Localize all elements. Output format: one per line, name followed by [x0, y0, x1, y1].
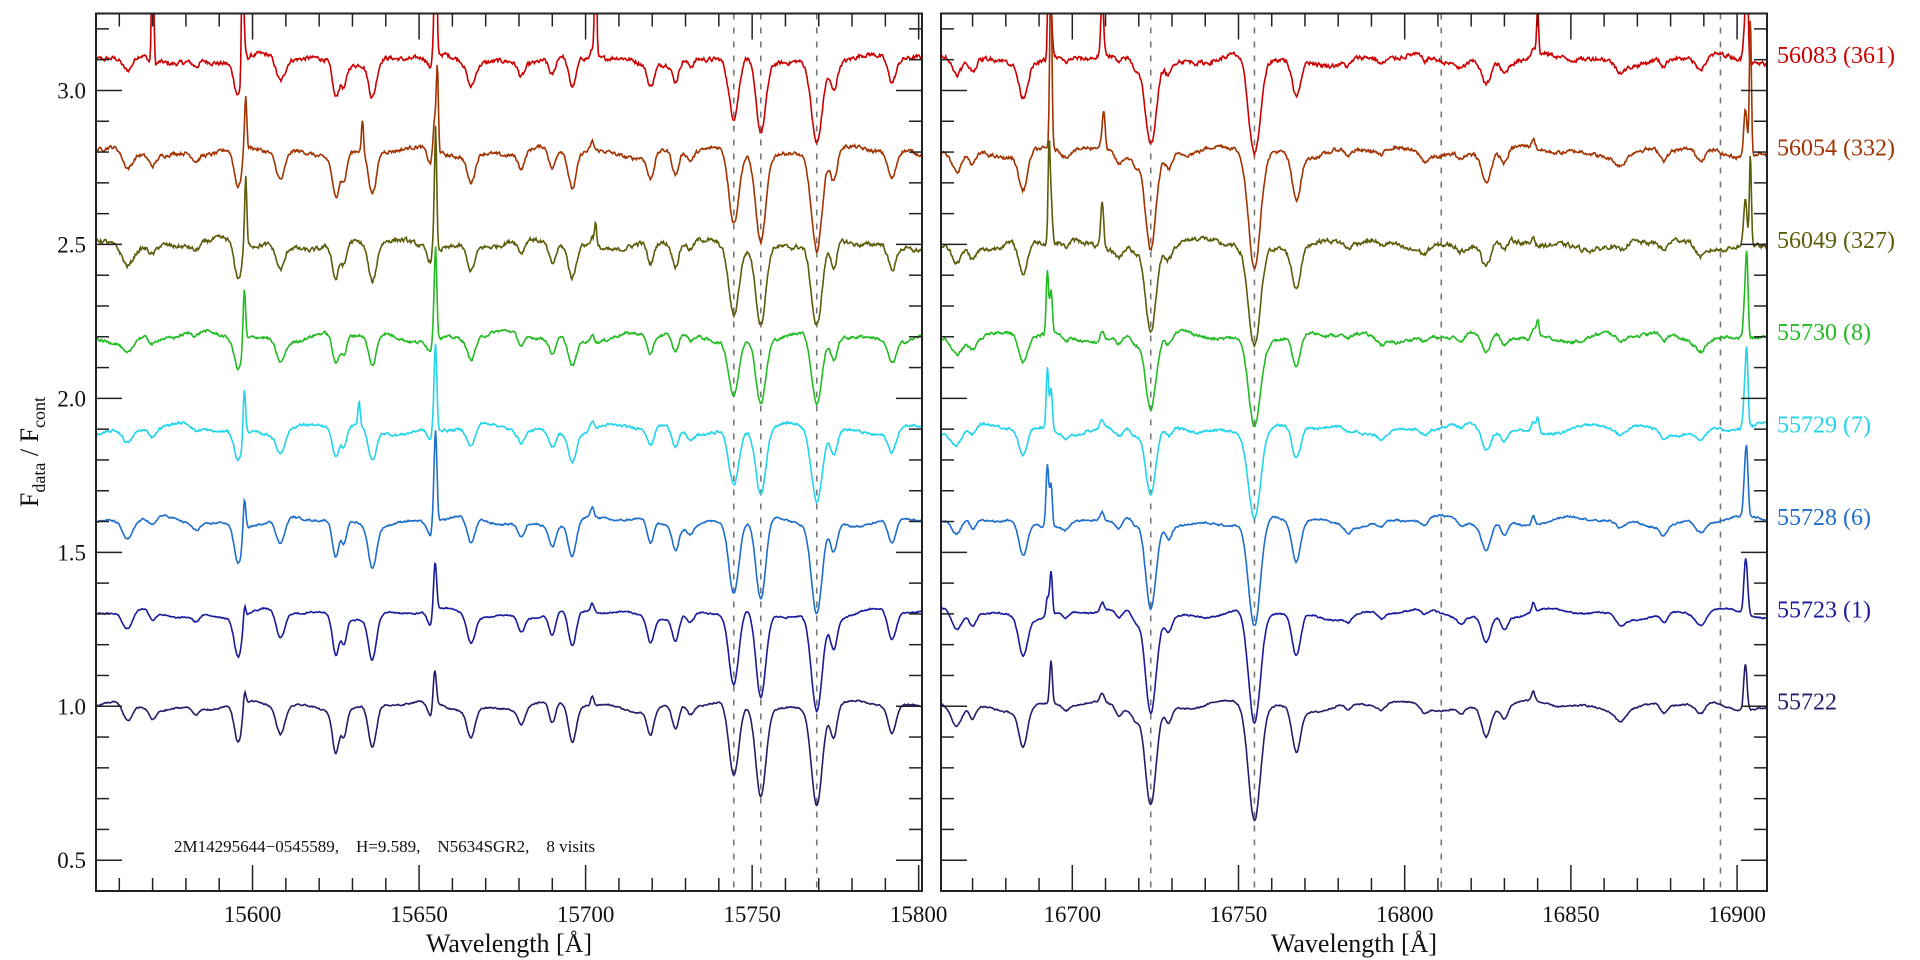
plot-frame-right [940, 12, 1768, 892]
x-tick-label-left: 15700 [557, 902, 615, 927]
spectrum-55723-left [96, 561, 922, 714]
x-tick-label-right: 16850 [1542, 902, 1600, 927]
spectrum-56049-left [96, 125, 922, 326]
x-tick-label-right: 16900 [1708, 902, 1766, 927]
reference-lines [733, 13, 1722, 891]
spectrum-55729-left [96, 343, 922, 504]
legend: 56083 (361) 56054 (332) 56049 (327) 55730 (… [1777, 43, 1895, 716]
y-axis-title: Fdata / Fcont [15, 397, 49, 507]
legend-label-55730: 55730 (8) [1777, 320, 1871, 346]
legend-label-56054: 56054 (332) [1777, 135, 1895, 161]
y-tick-label: 1.0 [57, 694, 86, 719]
spectrum-55729-right [941, 346, 1767, 520]
y-tick-label: 0.5 [57, 848, 86, 873]
labels: Fdata / Fcont 2M14295644−0545589, H=9.58… [15, 397, 595, 856]
legend-label-56049: 56049 (327) [1777, 228, 1895, 254]
y-tick-label: 3.0 [57, 78, 86, 103]
legend-label-55722: 55722 [1777, 690, 1837, 716]
spectrum-56054-left [96, 65, 922, 254]
plot-frame-left [95, 12, 923, 892]
y-tick-label: 2.5 [57, 232, 86, 257]
legend-label-55728: 55728 (6) [1777, 505, 1871, 531]
legend-label-56083: 56083 (361) [1777, 43, 1895, 69]
x-axis-title-right: Wavelength [Å] [1271, 929, 1437, 958]
spectrum-55728-right [941, 444, 1767, 627]
spectra-series [96, 13, 1767, 822]
spectrum-55728-left [96, 430, 922, 615]
y-tick-label: 2.0 [57, 386, 86, 411]
spectrum-56049-right [941, 140, 1767, 349]
x-tick-label-left: 15750 [723, 902, 781, 927]
spectrum-55722-left [96, 670, 922, 807]
spectrum-55722-right [941, 660, 1767, 822]
spectrum-55730-right [941, 250, 1767, 428]
x-tick-label-right: 16750 [1210, 902, 1268, 927]
spectrum-56083-left [96, 13, 922, 144]
legend-label-55723: 55723 (1) [1777, 597, 1871, 623]
spectrum-55723-right [941, 558, 1767, 725]
star-info-annotation: 2M14295644−0545589, H=9.589, N5634SGR2, … [174, 837, 595, 856]
spectrum-55730-left [96, 246, 922, 406]
spectrum-56054-right [941, 13, 1767, 270]
x-tick-label-right: 16700 [1044, 902, 1102, 927]
x-axis-title-left: Wavelength [Å] [426, 929, 592, 958]
legend-label-55729: 55729 (7) [1777, 413, 1871, 439]
x-tick-label-left: 15650 [390, 902, 448, 927]
x-tick-label-left: 15800 [890, 902, 948, 927]
x-tick-label-right: 16800 [1376, 902, 1434, 927]
spectrum-56083-right [941, 13, 1767, 158]
y-tick-label: 1.5 [57, 540, 86, 565]
x-tick-label-left: 15600 [224, 902, 282, 927]
